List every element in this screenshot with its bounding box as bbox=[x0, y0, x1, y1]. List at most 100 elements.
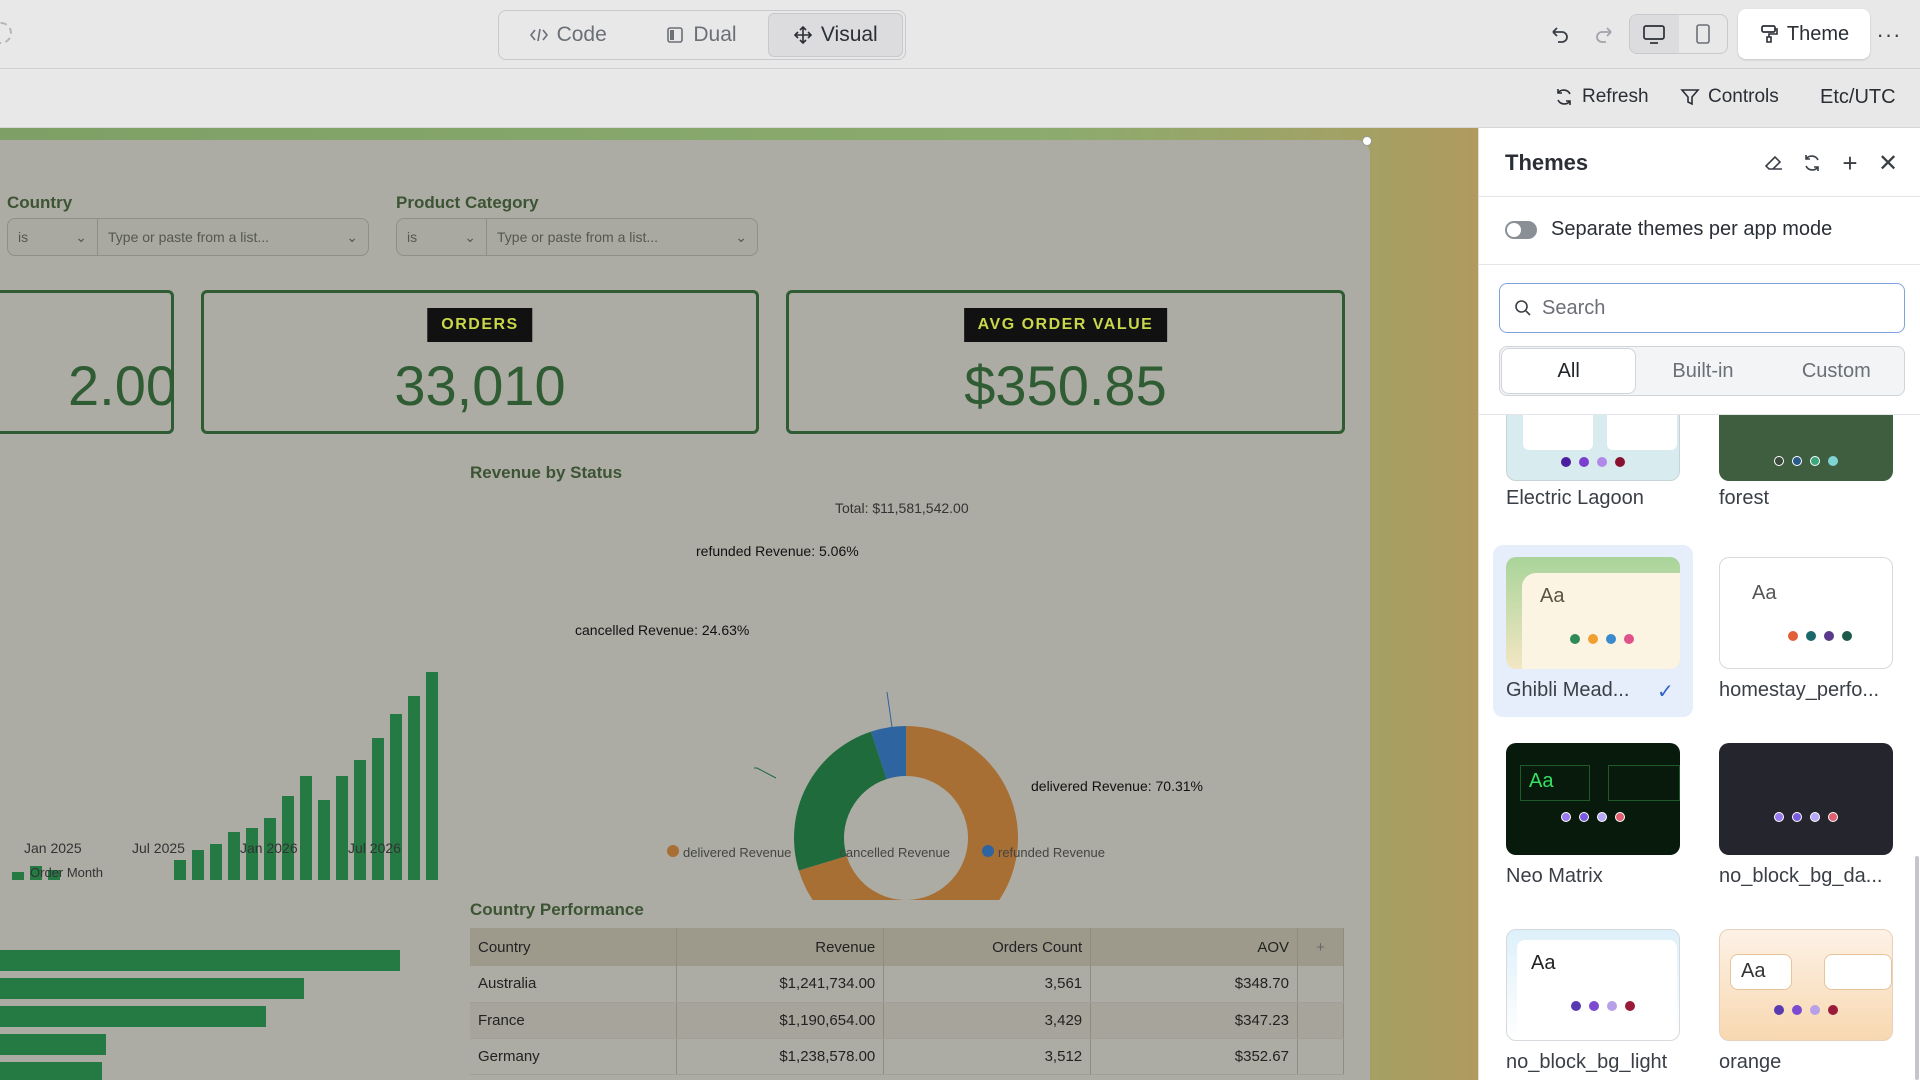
tab-custom[interactable]: Custom bbox=[1801, 359, 1871, 382]
visual-mode-button[interactable]: Visual bbox=[767, 13, 903, 57]
table-cell: 3,429 bbox=[883, 1002, 1092, 1039]
donut-slice-label: cancelled Revenue: 24.63% bbox=[575, 622, 750, 638]
theme-card-neo-matrix[interactable]: Aa bbox=[1506, 743, 1680, 855]
separate-themes-toggle[interactable] bbox=[1505, 221, 1537, 239]
theme-card-name: homestay_perfo... bbox=[1719, 679, 1880, 701]
refresh-label: Refresh bbox=[1582, 86, 1649, 107]
refresh-button[interactable]: Refresh bbox=[1554, 86, 1649, 108]
table-row[interactable]: Germany $1,238,578.00 3,512 $352.67 bbox=[470, 1038, 1344, 1075]
desktop-preview-button[interactable] bbox=[1630, 15, 1679, 53]
product-category-operator-value: is bbox=[407, 229, 418, 245]
product-category-operator-select[interactable]: is ⌄ bbox=[397, 219, 487, 255]
legend-label: refunded Revenue bbox=[997, 845, 1105, 860]
undo-button[interactable] bbox=[1545, 20, 1575, 50]
color-dot bbox=[1824, 631, 1834, 641]
color-dot bbox=[1810, 456, 1820, 466]
column-header[interactable]: Country bbox=[470, 928, 678, 966]
table-header-row: Country Revenue Orders Count AOV + bbox=[470, 928, 1344, 966]
bar bbox=[0, 1034, 106, 1055]
resize-handle[interactable] bbox=[1362, 136, 1372, 146]
theme-card-homestay[interactable]: Aa bbox=[1719, 557, 1893, 669]
product-category-value-placeholder: Type or paste from a list... bbox=[497, 229, 659, 245]
bar bbox=[0, 1062, 102, 1080]
bar bbox=[48, 870, 60, 880]
bar bbox=[318, 800, 330, 880]
legend-item[interactable]: refunded Revenue bbox=[978, 845, 1105, 860]
bar bbox=[336, 776, 348, 880]
kpi-value: $350.85 bbox=[964, 354, 1167, 417]
color-dot bbox=[1615, 457, 1625, 467]
bar bbox=[12, 872, 24, 880]
timezone-selector[interactable]: Etc/UTC bbox=[1820, 86, 1896, 109]
theme-card-orange[interactable]: Aa bbox=[1719, 929, 1893, 1041]
bar bbox=[390, 714, 402, 880]
country-filter: is ⌄ Type or paste from a list... ⌄ bbox=[7, 218, 369, 256]
theme-search-input[interactable]: Search bbox=[1499, 283, 1905, 333]
theme-card-no-block-bg-light[interactable]: Aa bbox=[1506, 929, 1680, 1041]
x-tick-label: Jul 2026 bbox=[348, 840, 401, 856]
color-dot bbox=[1607, 1001, 1617, 1011]
add-theme-button[interactable]: + bbox=[1837, 148, 1863, 178]
kpi-value: 33,010 bbox=[394, 354, 566, 417]
theme-color-dots bbox=[1719, 453, 1893, 471]
tab-built-in[interactable]: Built-in bbox=[1672, 359, 1734, 382]
theme-card-name: Electric Lagoon bbox=[1506, 487, 1644, 509]
close-panel-button[interactable]: ✕ bbox=[1875, 150, 1901, 177]
x-tick-label: Jan 2025 bbox=[24, 840, 82, 856]
theme-preview-aa: Aa bbox=[1752, 582, 1777, 604]
theme-button[interactable]: Theme bbox=[1738, 9, 1870, 59]
column-header[interactable]: Orders Count bbox=[883, 928, 1092, 966]
mobile-preview-button[interactable] bbox=[1679, 15, 1728, 53]
theme-color-dots bbox=[1719, 809, 1893, 827]
country-value-placeholder: Type or paste from a list... bbox=[108, 229, 270, 245]
theme-preview-panel bbox=[1608, 765, 1680, 801]
table-cell: France bbox=[470, 1002, 678, 1039]
theme-card-ghibli-meadow[interactable]: Aa bbox=[1506, 557, 1680, 669]
color-dot bbox=[1792, 1005, 1802, 1015]
country-value-input[interactable]: Type or paste from a list... ⌄ bbox=[98, 219, 368, 255]
redo-button[interactable] bbox=[1589, 20, 1619, 50]
table-cell: Australia bbox=[470, 966, 678, 1003]
donut-slice bbox=[870, 726, 906, 780]
theme-button-label: Theme bbox=[1786, 22, 1850, 45]
donut-slice-label: delivered Revenue: 70.31% bbox=[1031, 778, 1204, 794]
visual-mode-label: Visual bbox=[820, 23, 878, 46]
clear-theme-button[interactable] bbox=[1761, 150, 1787, 176]
color-dot bbox=[1589, 1001, 1599, 1011]
refresh-themes-button[interactable] bbox=[1799, 150, 1825, 176]
bar bbox=[372, 738, 384, 880]
column-header[interactable]: AOV bbox=[1090, 928, 1298, 966]
legend-item[interactable]: cancelled Revenue bbox=[819, 845, 950, 860]
donut-slice bbox=[798, 726, 1018, 900]
paint-roller-icon bbox=[1761, 25, 1778, 43]
more-options-button[interactable]: ··· bbox=[1872, 20, 1906, 50]
tab-all[interactable]: All bbox=[1501, 348, 1637, 394]
add-column-button[interactable]: + bbox=[1297, 928, 1344, 966]
color-dot bbox=[1597, 457, 1607, 467]
color-dot bbox=[1579, 457, 1589, 467]
controls-button[interactable]: Controls bbox=[1680, 86, 1779, 108]
country-operator-select[interactable]: is ⌄ bbox=[8, 219, 98, 255]
chevron-down-icon: ⌄ bbox=[464, 228, 476, 245]
legend-item[interactable]: delivered Revenue bbox=[663, 845, 791, 860]
theme-card-forest[interactable]: Aa bbox=[1719, 415, 1893, 481]
color-dot bbox=[1810, 812, 1820, 822]
table-row[interactable]: France $1,190,654.00 3,429 $347.23 bbox=[470, 1002, 1344, 1039]
table-cell: 3,561 bbox=[883, 966, 1092, 1003]
color-dot bbox=[1828, 1005, 1838, 1015]
more-icon: ··· bbox=[1876, 22, 1902, 47]
mobile-icon bbox=[1695, 24, 1710, 44]
color-dot bbox=[1842, 631, 1852, 641]
theme-card-electric-lagoon[interactable] bbox=[1506, 415, 1680, 481]
theme-card-name: Neo Matrix bbox=[1506, 865, 1603, 887]
dual-mode-button[interactable]: Dual bbox=[634, 13, 767, 57]
table-row[interactable]: Australia $1,241,734.00 3,561 $348.70 bbox=[470, 966, 1344, 1003]
product-category-filter: is ⌄ Type or paste from a list... ⌄ bbox=[396, 218, 758, 256]
code-mode-button[interactable]: Code bbox=[501, 13, 634, 57]
theme-card-no-block-bg-dark[interactable] bbox=[1719, 743, 1893, 855]
column-header[interactable]: Revenue bbox=[676, 928, 885, 966]
bar bbox=[228, 832, 240, 880]
panel-scrollbar[interactable] bbox=[1915, 856, 1919, 1080]
product-category-value-input[interactable]: Type or paste from a list... ⌄ bbox=[487, 219, 757, 255]
filter-icon bbox=[1680, 89, 1700, 106]
